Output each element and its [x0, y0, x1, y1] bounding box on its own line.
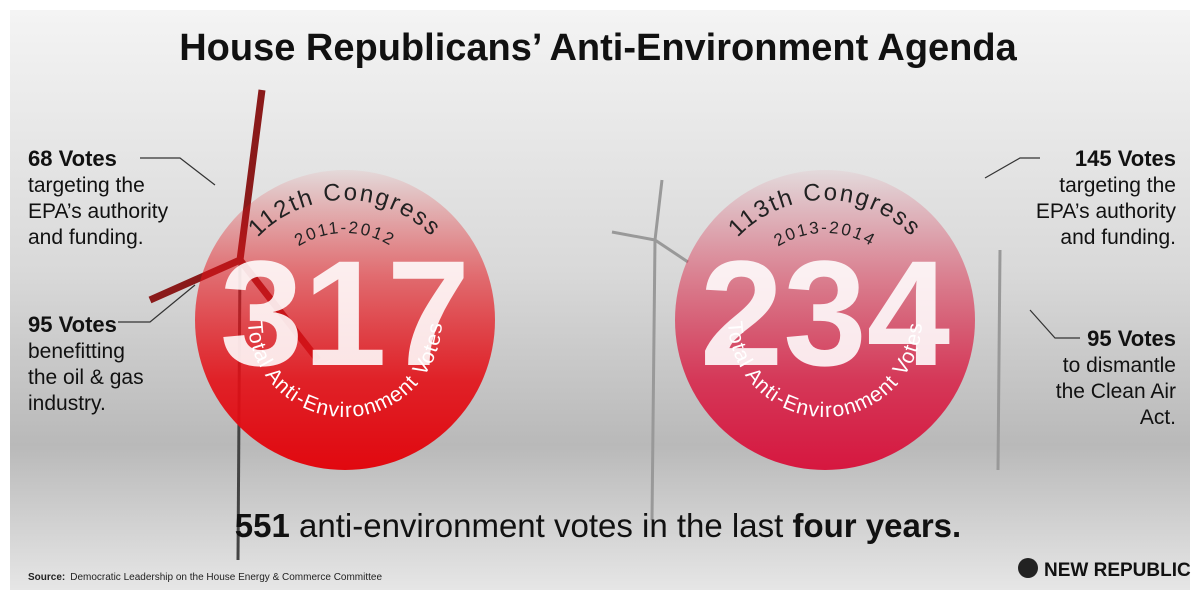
brand-logo — [1018, 558, 1038, 578]
total-votes: 317 — [220, 229, 470, 397]
annotation-line: the oil & gas — [28, 366, 144, 389]
annotation-line: targeting the — [28, 174, 145, 197]
source: Source: Democratic Leadership on the Hous… — [28, 572, 382, 583]
summary: 551 anti-environment votes in the last f… — [235, 507, 961, 544]
summary-period: four years. — [792, 507, 961, 544]
annotation-line: to dismantle — [1063, 354, 1176, 377]
annotation-line: benefitting — [28, 340, 125, 363]
summary-count: 551 — [235, 507, 290, 544]
title: House Republicans’ Anti-Environment Agen… — [179, 27, 1017, 69]
annotation-line: the Clean Air — [1056, 380, 1176, 403]
leader-lines — [118, 157, 1080, 339]
total-votes: 234 — [700, 229, 950, 397]
annotation-line: and funding. — [1060, 226, 1176, 249]
annotation-line: targeting the — [1059, 174, 1176, 197]
annotations: 68 Votes targeting the EPA’s authority and … — [28, 146, 1176, 429]
annotation-headline: 95 Votes — [1087, 326, 1176, 351]
brand: NEW REPUBLIC — [1044, 560, 1191, 581]
annotation-headline: 145 Votes — [1075, 146, 1176, 171]
annotation-headline: 68 Votes — [28, 146, 117, 171]
annotation-line: EPA’s authority — [1036, 200, 1177, 223]
summary-text: anti-environment votes in the last — [290, 507, 793, 544]
source-label: Source: — [28, 572, 65, 583]
annotation-line: EPA’s authority — [28, 200, 169, 223]
annotation-line: industry. — [28, 392, 106, 415]
circle-112 — [195, 170, 495, 470]
background — [10, 10, 1190, 590]
circle-113 — [675, 170, 975, 470]
source-text: Democratic Leadership on the House Energ… — [70, 572, 382, 583]
annotation-line: Act. — [1140, 406, 1176, 429]
annotation-headline: 95 Votes — [28, 312, 117, 337]
annotation-line: and funding. — [28, 226, 144, 249]
